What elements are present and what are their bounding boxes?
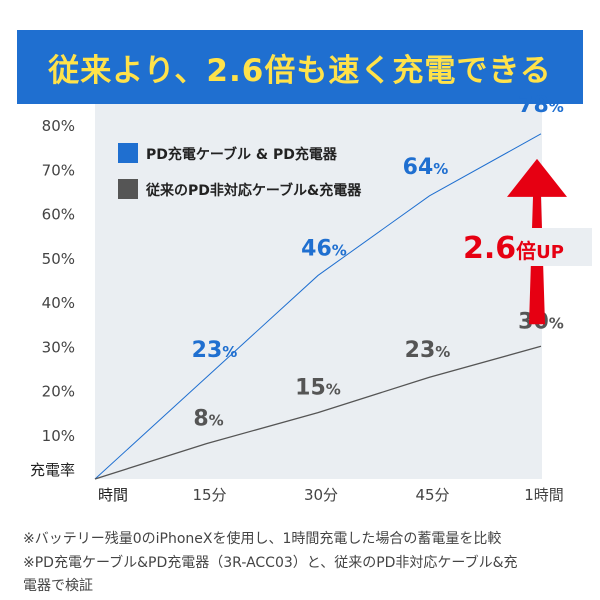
data-label-value: 23 — [192, 338, 223, 363]
data-label-percent: % — [435, 343, 450, 361]
data-label-value: 46 — [301, 236, 332, 261]
x-tick-label: 30分 — [304, 486, 338, 504]
x-tick-label: 15分 — [192, 486, 226, 504]
annotation-suffix: UP — [536, 242, 564, 263]
speed-up-annotation: 2.6倍UP — [463, 231, 564, 266]
legend-swatch-legacy — [118, 179, 138, 199]
x-tick-label: 時間 — [98, 486, 128, 504]
data-label-percent: % — [332, 241, 347, 259]
data-label-percent: % — [222, 343, 237, 361]
pd-data-label: 78% — [518, 93, 564, 118]
annotation-kanji: 倍 — [516, 239, 536, 263]
data-label-value: 15 — [295, 376, 326, 401]
headline-text: 従来より、2.6倍も速く充電できる — [48, 52, 552, 89]
legacy-data-label: 15% — [295, 376, 341, 401]
x-tick-label: 1時間 — [524, 486, 564, 504]
annotation-number: 2.6 — [463, 231, 516, 266]
y-tick-label: 20% — [42, 383, 75, 401]
footnote-1: ※バッテリー残量0のiPhoneXを使用し、1時間充電した場合の蓄電量を比較 — [23, 531, 502, 547]
y-tick-label: 70% — [42, 161, 75, 179]
legend-label-pd: PD充電ケーブル & PD充電器 — [146, 146, 338, 163]
legend-label-legacy: 従来のPD非対応ケーブル&充電器 — [145, 182, 362, 199]
y-tick-label: 60% — [42, 206, 75, 224]
pd-series-line — [94, 133, 542, 480]
data-label-percent: % — [549, 98, 564, 116]
legacy-data-label: 8% — [193, 407, 223, 432]
data-label-percent: % — [549, 314, 564, 332]
y-tick-label: 40% — [42, 294, 75, 312]
data-label-percent: % — [209, 412, 224, 430]
pd-data-label: 46% — [301, 236, 347, 261]
y-tick-label: 30% — [42, 338, 75, 356]
legacy-data-label: 23% — [405, 338, 451, 363]
data-label-value: 8 — [193, 407, 208, 432]
pd-data-label: 23% — [192, 338, 238, 363]
data-label-value: 78 — [518, 93, 549, 118]
footnote-3: 電器で検証 — [23, 578, 93, 594]
y-tick-label: 80% — [42, 117, 75, 135]
plot-area — [95, 104, 542, 479]
data-label-percent: % — [433, 160, 448, 178]
data-label-value: 64 — [403, 155, 434, 180]
headline-banner: 従来より、2.6倍も速く充電できる — [17, 30, 583, 104]
pd-data-label: 64% — [403, 155, 449, 180]
data-label-percent: % — [326, 381, 341, 399]
x-tick-label: 45分 — [415, 486, 449, 504]
legend-swatch-pd — [118, 143, 138, 163]
data-label-value: 23 — [405, 338, 436, 363]
y-axis-label: 充電率 — [30, 461, 75, 479]
legacy-series-line — [94, 345, 542, 480]
y-tick-label: 50% — [42, 250, 75, 268]
annotation-backdrop — [462, 228, 592, 266]
y-tick-label: 10% — [42, 427, 75, 445]
footnote-2: ※PD充電ケーブル&PD充電器（3R-ACC03）と、従来のPD非対応ケーブル&… — [23, 555, 518, 571]
